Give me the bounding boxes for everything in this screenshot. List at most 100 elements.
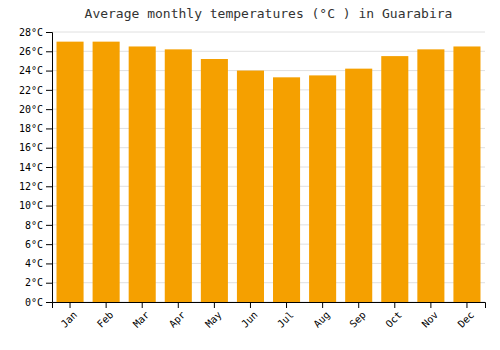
tick-mark	[46, 263, 52, 264]
tick-label: 20°C	[19, 104, 43, 115]
tick-label: Dec	[456, 309, 477, 330]
bar	[237, 71, 264, 302]
tick-mark	[46, 109, 52, 110]
tick: 24°C	[19, 65, 52, 76]
tick: 22°C	[19, 85, 52, 96]
tick-mark	[46, 51, 52, 52]
title: Average monthly temperatures (°C ) in Gu…	[85, 6, 453, 21]
tick-mark	[142, 302, 143, 308]
tick-mark	[46, 32, 52, 33]
tick-mark	[46, 186, 52, 187]
tick-mark	[46, 71, 52, 72]
tick: Jun	[239, 302, 260, 330]
tick: 12°C	[19, 181, 52, 192]
tick-label: 12°C	[19, 181, 43, 192]
bar	[57, 42, 84, 302]
grid	[52, 32, 485, 302]
tick: 2°C	[25, 277, 52, 288]
tick-mark	[46, 206, 52, 207]
tick-mark	[430, 302, 431, 308]
tick: Dec	[456, 302, 477, 330]
tick: 8°C	[25, 220, 52, 231]
tick: Apr	[167, 302, 188, 330]
axis-line	[53, 303, 486, 309]
bar	[381, 56, 408, 302]
tick-label: Mar	[131, 309, 152, 330]
tick-label: Feb	[95, 309, 116, 330]
tick: Mar	[131, 302, 152, 330]
tick-label: Oct	[383, 309, 404, 330]
tick-label: 0°C	[25, 297, 43, 308]
bar	[93, 42, 120, 302]
tick-label: 2°C	[25, 277, 43, 288]
tick-label: 26°C	[19, 46, 43, 57]
tick-mark	[358, 302, 359, 308]
plot: 0°C 2°C 4°C 6°C 8°C 10°C 12°C 14°C 16°C 18°C 20°C 2…	[19, 27, 486, 330]
tick: Jul	[275, 302, 296, 330]
x-axis: Jan Feb Mar Apr May Jun Jul Aug Sep Oct Nov Dec	[53, 302, 486, 330]
tick-label: Nov	[420, 309, 441, 330]
tick-label: 10°C	[19, 200, 43, 211]
bars	[57, 42, 481, 302]
tick-mark	[46, 225, 52, 226]
tick: Jan	[59, 302, 80, 330]
tick: Feb	[95, 302, 116, 330]
bar	[309, 75, 336, 302]
tick-mark	[46, 148, 52, 149]
tick-mark	[46, 283, 52, 284]
tick: 6°C	[25, 239, 52, 250]
tick-label: Aug	[311, 309, 332, 330]
tick: Oct	[383, 302, 404, 330]
tick-mark	[46, 302, 52, 303]
bar	[129, 46, 156, 302]
tick-label: 4°C	[25, 258, 43, 269]
tick-mark	[106, 302, 107, 308]
bar	[273, 77, 300, 302]
tick: May	[203, 302, 224, 330]
axis-line	[46, 33, 53, 303]
tick: 10°C	[19, 200, 52, 211]
grid-line	[52, 32, 485, 33]
tick: 26°C	[19, 46, 52, 57]
tick-mark	[322, 302, 323, 308]
tick-mark	[46, 90, 52, 91]
tick: 20°C	[19, 104, 52, 115]
tick-mark	[46, 167, 52, 168]
tick-label: Apr	[167, 309, 188, 330]
tick-label: Jun	[239, 309, 260, 330]
tick: Aug	[311, 302, 332, 330]
tick-label: 6°C	[25, 239, 43, 250]
tick: Nov	[420, 302, 441, 330]
tick-label: 8°C	[25, 220, 43, 231]
tick-label: 24°C	[19, 65, 43, 76]
tick-label: 22°C	[19, 85, 43, 96]
tick-mark	[250, 302, 251, 308]
tick: 4°C	[25, 258, 52, 269]
bar	[165, 49, 192, 302]
tick: 28°C	[19, 27, 52, 38]
tick: 14°C	[19, 162, 52, 173]
tick-mark	[46, 244, 52, 245]
bar	[201, 59, 228, 302]
bar	[345, 69, 372, 302]
tick-label: Sep	[347, 309, 368, 330]
tick-mark	[46, 128, 52, 129]
bar	[417, 49, 444, 302]
tick-label: Jul	[275, 309, 296, 330]
tick-mark	[466, 302, 467, 308]
tick-mark	[286, 302, 287, 308]
y-axis: 0°C 2°C 4°C 6°C 8°C 10°C 12°C 14°C 16°C 18°C 20°C 2…	[19, 27, 53, 308]
tick-label: 14°C	[19, 162, 43, 173]
bar	[453, 46, 480, 302]
tick: 16°C	[19, 142, 52, 153]
chart: 0°C 2°C 4°C 6°C 8°C 10°C 12°C 14°C 16°C 18°C 20°C 2…	[0, 0, 500, 350]
tick-label: 18°C	[19, 123, 43, 134]
tick-label: 28°C	[19, 27, 43, 38]
tick-label: 16°C	[19, 142, 43, 153]
tick-mark	[214, 302, 215, 308]
tick: Sep	[347, 302, 368, 330]
tick: 0°C	[25, 297, 52, 308]
tick-label: Jan	[59, 309, 80, 330]
tick-mark	[394, 302, 395, 308]
tick-mark	[70, 302, 71, 308]
